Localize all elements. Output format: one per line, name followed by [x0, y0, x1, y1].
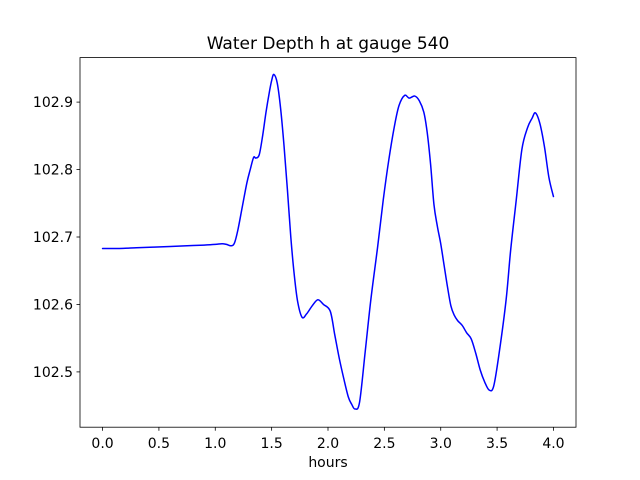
x-tick-label: 0.5 — [148, 436, 170, 452]
y-tick-label: 102.9 — [33, 95, 73, 111]
x-tick-label: 0.0 — [91, 436, 113, 452]
y-axis-ticks: 102.5 102.6 102.7 102.8 102.9 — [33, 95, 80, 381]
chart-title: Water Depth h at gauge 540 — [207, 34, 450, 54]
x-tick-label: 4.0 — [542, 436, 564, 452]
x-tick-label: 1.0 — [204, 436, 226, 452]
y-tick-label: 102.8 — [33, 163, 73, 179]
x-tick-label: 3.5 — [486, 436, 508, 452]
x-axis-ticks: 0.0 0.5 1.0 1.5 2.0 2.5 3.0 3.5 4.0 — [91, 427, 565, 452]
y-tick-label: 102.7 — [33, 230, 73, 246]
plot-border — [79, 57, 577, 428]
y-tick-label: 102.6 — [33, 297, 73, 313]
depth-line-series — [101, 73, 555, 410]
y-tick-label: 102.5 — [33, 365, 73, 381]
x-tick-label: 1.5 — [261, 436, 283, 452]
x-tick-label: 2.0 — [317, 436, 339, 452]
x-tick-label: 3.0 — [430, 436, 452, 452]
x-axis-label: hours — [308, 455, 347, 471]
x-tick-label: 2.5 — [373, 436, 395, 452]
